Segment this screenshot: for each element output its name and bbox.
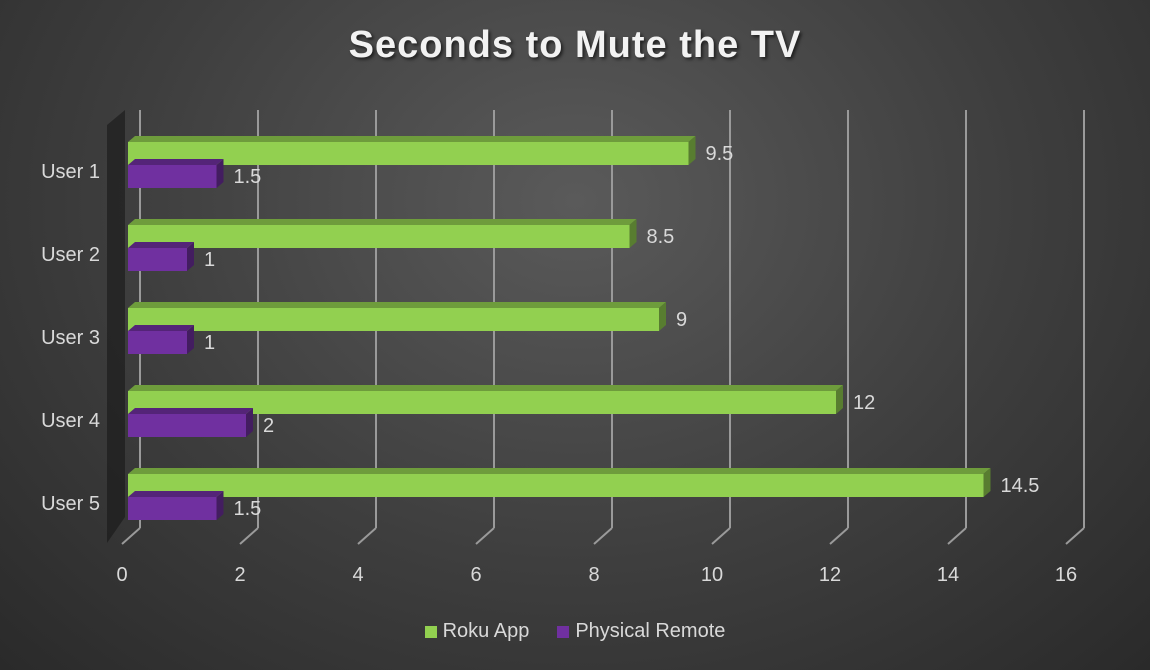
bar-physical-remote <box>128 408 253 437</box>
bar-side <box>216 491 224 520</box>
bar-front <box>128 391 836 414</box>
bar-roku-app <box>128 219 637 248</box>
bar-side <box>187 325 194 354</box>
bar-front <box>128 165 217 188</box>
bar-front <box>128 308 659 331</box>
bar-roku-app <box>128 468 991 497</box>
bar-side <box>836 385 843 414</box>
data-label: 1.5 <box>234 166 262 188</box>
legend-swatch-roku-app <box>424 625 437 638</box>
chart-walls <box>107 110 125 543</box>
x-tick-label: 12 <box>819 564 841 586</box>
x-tick-label: 4 <box>352 564 363 586</box>
category-labels: User 1 User 2 User 3 User 4 User 5 <box>41 161 100 515</box>
gridline-floor <box>239 527 259 545</box>
bar-physical-remote <box>128 159 224 188</box>
bar-side <box>688 136 696 165</box>
bar-side <box>629 219 637 248</box>
side-wall <box>107 110 125 543</box>
bar-front <box>128 474 984 497</box>
data-label: 9 <box>676 309 687 331</box>
x-tick-label: 6 <box>470 564 481 586</box>
bar-top <box>128 219 637 225</box>
x-tick-label: 0 <box>116 564 127 586</box>
x-tick-label: 2 <box>234 564 245 586</box>
bar-top <box>128 491 224 497</box>
legend-item-physical-remote: Physical Remote <box>557 620 725 643</box>
gridline-floor <box>1065 527 1085 545</box>
bar-roku-app <box>128 136 696 165</box>
bar-top <box>128 302 666 308</box>
bar-roku-app <box>128 302 666 331</box>
bar-top <box>128 468 991 474</box>
bar-top <box>128 408 253 414</box>
chart-title: Seconds to Mute the TV <box>348 24 802 66</box>
bar-front <box>128 225 630 248</box>
data-label: 12 <box>853 392 875 414</box>
gridline-floor <box>593 527 613 545</box>
data-label: 14.5 <box>1001 475 1040 497</box>
data-label: 1.5 <box>234 498 262 520</box>
bar-front <box>128 248 187 271</box>
bar-side <box>216 159 224 188</box>
x-tick-label: 10 <box>701 564 723 586</box>
gridline-floor <box>357 527 377 545</box>
data-label: 1 <box>204 249 215 271</box>
bar-top <box>128 136 696 142</box>
bar-front <box>128 414 246 437</box>
data-label: 9.5 <box>706 143 734 165</box>
data-labels: 9.5 1.5 8.5 1 9 1 12 2 14.5 1.5 <box>204 143 1039 520</box>
gridline-floor <box>829 527 849 545</box>
data-label: 2 <box>263 415 274 437</box>
bar-side <box>983 468 991 497</box>
bar-front <box>128 497 217 520</box>
category-label: User 2 <box>41 244 100 266</box>
bar-front <box>128 331 187 354</box>
legend-item-roku-app: Roku App <box>424 620 530 643</box>
bar-physical-remote <box>128 325 194 354</box>
bar-front <box>128 142 689 165</box>
bar-roku-app <box>128 385 843 414</box>
bar-physical-remote <box>128 242 194 271</box>
x-tick-labels: 0 2 4 6 8 10 12 14 16 <box>116 564 1077 586</box>
x-tick-label: 16 <box>1055 564 1077 586</box>
category-label: User 3 <box>41 327 100 349</box>
bar-top <box>128 242 194 248</box>
x-tick-label: 8 <box>588 564 599 586</box>
bar-top <box>128 325 194 331</box>
category-label: User 5 <box>41 493 100 515</box>
bar-physical-remote <box>128 491 224 520</box>
bar-side <box>187 242 194 271</box>
data-label: 8.5 <box>647 226 675 248</box>
data-label: 1 <box>204 332 215 354</box>
legend: Roku App Physical Remote <box>0 620 1150 643</box>
bar-side <box>659 302 666 331</box>
gridline-floor <box>711 527 731 545</box>
bar-top <box>128 159 224 165</box>
gridline-floor <box>947 527 967 545</box>
legend-label-roku-app: Roku App <box>442 620 530 642</box>
bars <box>128 136 991 520</box>
legend-label-physical-remote: Physical Remote <box>575 620 726 642</box>
category-label: User 1 <box>41 161 100 183</box>
legend-swatch-physical-remote <box>557 625 570 638</box>
bar-side <box>246 408 253 437</box>
bar-top <box>128 385 843 391</box>
category-label: User 4 <box>41 410 100 432</box>
gridline-floor <box>121 527 141 545</box>
gridline-floor <box>475 527 495 545</box>
x-tick-label: 14 <box>937 564 959 586</box>
